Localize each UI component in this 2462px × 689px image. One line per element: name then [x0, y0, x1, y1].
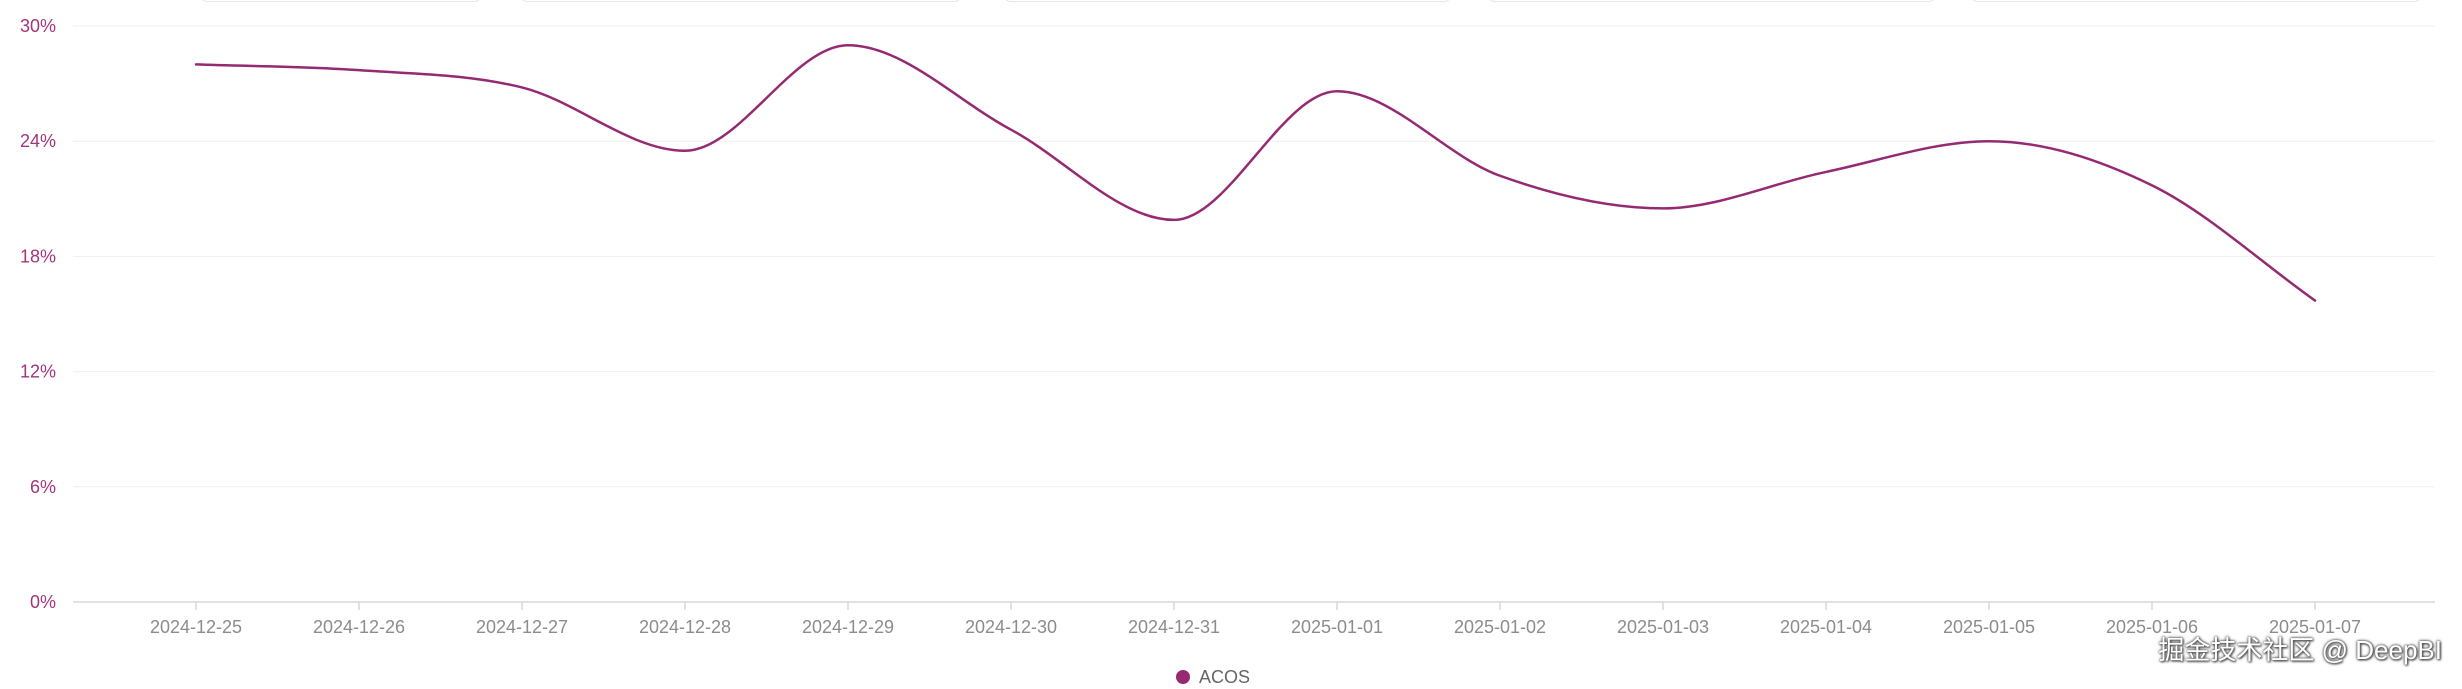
- y-tick-label: 24%: [20, 131, 56, 151]
- data-point[interactable]: [1823, 169, 1829, 175]
- watermark-text: 掘金技术社区 @ DeepBI: [2158, 635, 2442, 665]
- x-tick-label: 2024-12-29: [802, 617, 894, 637]
- x-tick-label: 2024-12-27: [476, 617, 568, 637]
- data-point[interactable]: [1660, 205, 1666, 211]
- data-point[interactable]: [1986, 138, 1992, 144]
- x-tick-label: 2025-01-02: [1454, 617, 1546, 637]
- x-tick-label: 2025-01-06: [2106, 617, 2198, 637]
- data-point[interactable]: [845, 42, 851, 48]
- grid-lines: [73, 25, 2435, 488]
- x-tick-label: 2025-01-07: [2269, 617, 2361, 637]
- data-point[interactable]: [1008, 127, 1014, 133]
- data-point[interactable]: [682, 148, 688, 154]
- y-tick-label: 6%: [30, 477, 56, 497]
- y-tick-label: 30%: [20, 16, 56, 36]
- data-point[interactable]: [519, 84, 525, 90]
- x-tick-label: 2025-01-05: [1943, 617, 2035, 637]
- x-tick-label: 2025-01-04: [1780, 617, 1872, 637]
- legend-label[interactable]: ACOS: [1199, 667, 1250, 687]
- data-point[interactable]: [356, 67, 362, 73]
- y-tick-label: 0%: [30, 592, 56, 612]
- legend-marker[interactable]: [1176, 670, 1190, 684]
- data-point[interactable]: [2149, 182, 2155, 188]
- data-point[interactable]: [1171, 217, 1177, 223]
- series-line-acos[interactable]: [194, 43, 2317, 302]
- x-axis: 2024-12-25 2024-12-26 2024-12-27 2024-12-28…: [73, 601, 2435, 637]
- x-tick-label: 2025-01-01: [1291, 617, 1383, 637]
- legend[interactable]: ACOS: [1176, 667, 1250, 687]
- x-tick-label: 2025-01-03: [1617, 617, 1709, 637]
- x-tick-label: 2024-12-31: [1128, 617, 1220, 637]
- data-point[interactable]: [1334, 88, 1340, 94]
- x-tick-label: 2024-12-30: [965, 617, 1057, 637]
- y-axis: 0% 6% 12% 18% 24% 30%: [20, 16, 56, 612]
- data-point[interactable]: [193, 61, 199, 67]
- y-tick-label: 12%: [20, 362, 56, 382]
- data-point[interactable]: [1497, 173, 1503, 179]
- x-tick-label: 2024-12-28: [639, 617, 731, 637]
- series-layer: [193, 42, 2318, 304]
- data-point[interactable]: [2312, 298, 2318, 304]
- y-tick-label: 18%: [20, 246, 56, 266]
- x-tick-label: 2024-12-25: [150, 617, 242, 637]
- x-tick-label: 2024-12-26: [313, 617, 405, 637]
